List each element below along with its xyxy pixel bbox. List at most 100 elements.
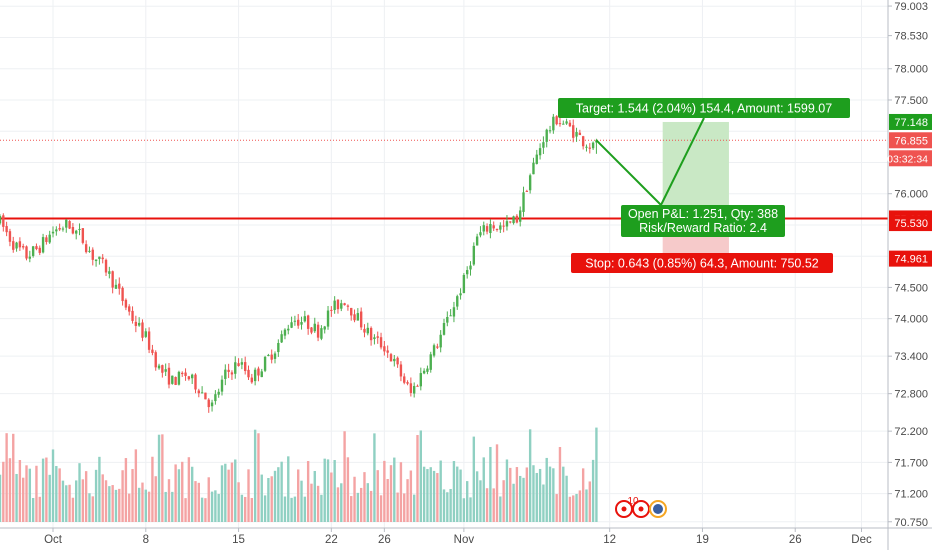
time-tick-label: 15 xyxy=(232,534,245,546)
volume-bar xyxy=(157,434,161,522)
candle-body xyxy=(270,354,273,360)
candle-body xyxy=(194,374,197,390)
volume-bar xyxy=(482,457,485,522)
target-label-text: Target: 1.544 (2.04%) 154.4, Amount: 159… xyxy=(576,102,832,116)
event-marker-dot xyxy=(621,506,627,512)
volume-bar xyxy=(250,497,254,522)
candle-body xyxy=(8,231,12,242)
volume-bar xyxy=(581,468,585,522)
volume-bar xyxy=(31,498,35,522)
candle-body xyxy=(482,225,485,232)
candle-body xyxy=(383,346,386,352)
volume-bar xyxy=(111,485,114,522)
candle-body xyxy=(161,365,164,373)
volume-bar xyxy=(260,474,263,522)
volume-bar xyxy=(227,469,230,522)
candle-body xyxy=(432,345,436,356)
volume-bar xyxy=(419,430,422,522)
candle-body xyxy=(456,296,459,307)
volume-bar xyxy=(542,484,545,522)
volume-bar xyxy=(91,496,94,522)
volume-bar xyxy=(280,461,283,522)
volume-bar xyxy=(505,459,509,522)
candle-body xyxy=(363,328,366,333)
volume-bar xyxy=(562,466,565,522)
candle-body xyxy=(2,215,5,227)
time-tick-label: Oct xyxy=(44,534,63,546)
candle-body xyxy=(522,192,525,212)
volume-bar xyxy=(48,474,51,522)
volume-bar xyxy=(320,494,323,522)
volume-bar xyxy=(118,488,121,522)
candle-body xyxy=(316,324,320,338)
candle-body xyxy=(419,373,422,387)
candle-body xyxy=(48,234,51,243)
volume-bar xyxy=(217,493,220,522)
candle-body xyxy=(581,136,585,147)
volume-bar xyxy=(71,497,75,522)
open-pnl-text: Open P&L: 1.251, Qty: 388 xyxy=(628,207,778,221)
candle-body xyxy=(469,265,472,270)
stop-label-box[interactable] xyxy=(571,253,833,273)
candle-body xyxy=(442,323,446,335)
event-markers[interactable]: 10 xyxy=(615,496,667,518)
candle-body xyxy=(545,129,548,142)
candle-body xyxy=(184,372,187,376)
volume-bar xyxy=(568,496,572,522)
volume-bar xyxy=(306,461,310,522)
candle-body xyxy=(489,224,492,234)
volume-bar xyxy=(15,473,18,522)
candle-body xyxy=(293,320,297,322)
time-tick-label: 26 xyxy=(789,534,802,546)
candle-body xyxy=(389,354,393,362)
candle-body xyxy=(58,228,61,230)
target-label-box[interactable] xyxy=(558,98,850,118)
candle-body xyxy=(591,142,595,149)
volume-bar xyxy=(210,491,214,522)
candle-body xyxy=(466,270,469,275)
volume-bar xyxy=(45,457,48,522)
candle-body xyxy=(343,303,346,306)
volume-bar xyxy=(535,472,538,522)
volume-bar xyxy=(51,449,55,522)
volume-bar xyxy=(277,467,280,522)
price-axis-marker-label: 76.855 xyxy=(894,135,928,147)
volume-bar xyxy=(41,458,45,522)
candle-body xyxy=(247,369,250,378)
volume-bar xyxy=(194,481,197,522)
candle-body xyxy=(31,246,35,256)
price-tick-label: 78.530 xyxy=(894,31,928,43)
volume-bar xyxy=(267,478,270,522)
volume-bar xyxy=(572,495,575,522)
volume-bar xyxy=(456,466,459,522)
candle-body xyxy=(234,362,237,374)
volume-bar xyxy=(58,468,61,522)
volume-bar xyxy=(475,471,479,522)
volume-bar xyxy=(224,463,227,522)
volume-bar xyxy=(552,468,555,522)
candle-body xyxy=(310,327,313,333)
volume-bar xyxy=(412,494,416,522)
volume-bar xyxy=(326,459,330,522)
volume-bar xyxy=(287,456,290,522)
price-tick-label: 79.003 xyxy=(894,1,928,13)
time-tick-label: 12 xyxy=(603,534,616,546)
candle-body xyxy=(499,225,502,230)
candle-body xyxy=(164,369,167,372)
candle-body xyxy=(181,372,184,375)
candle-body xyxy=(409,383,413,393)
candle-body xyxy=(287,328,290,331)
volume-bar xyxy=(538,468,542,522)
open-pnl-box[interactable] xyxy=(621,205,785,237)
volume-bar xyxy=(22,477,25,522)
price-axis-marker-box xyxy=(889,132,932,149)
volume-bar xyxy=(356,492,360,522)
candle-body xyxy=(505,221,509,227)
candle-body xyxy=(104,259,108,273)
candle-body xyxy=(369,327,373,341)
volume-bar xyxy=(181,461,184,522)
volume-bar xyxy=(422,466,426,522)
